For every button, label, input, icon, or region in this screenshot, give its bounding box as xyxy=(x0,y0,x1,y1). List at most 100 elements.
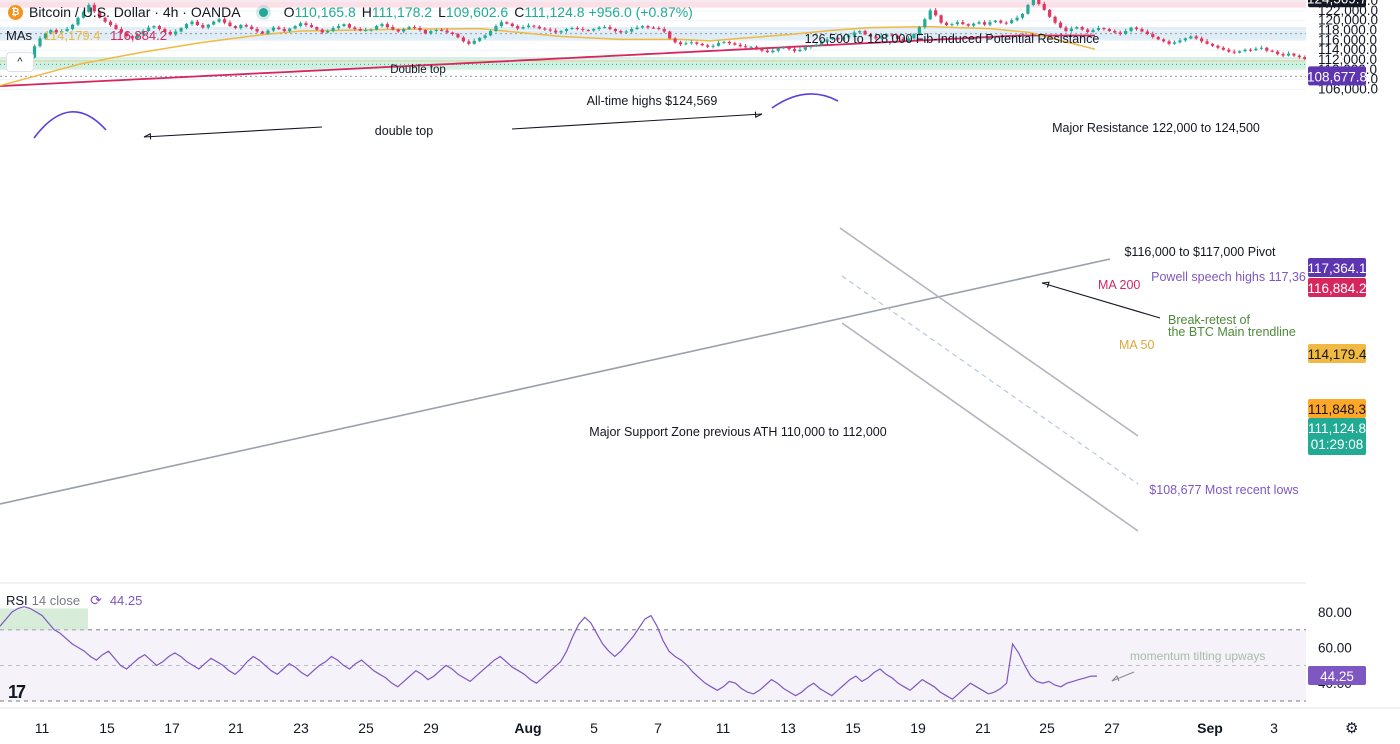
price-axis[interactable]: 106,000.0108,000.0110,000.0112,000.0114,… xyxy=(1306,0,1400,744)
candle-body-32 xyxy=(190,21,194,25)
candle-body-200 xyxy=(1102,28,1106,30)
candle-body-111 xyxy=(619,31,623,33)
candle-body-189 xyxy=(1042,3,1046,10)
candle-body-233 xyxy=(1281,54,1285,56)
candle-body-228 xyxy=(1254,48,1258,51)
candle-body-23 xyxy=(141,31,145,35)
time-tick-0: 11 xyxy=(35,720,50,736)
trendlines-layer xyxy=(0,33,1306,532)
candle-body-94 xyxy=(526,25,531,28)
candle-body-89 xyxy=(499,22,503,27)
collapse-legend-button[interactable]: ^ xyxy=(6,52,34,72)
zone-label-fib: 126,500 to 128,000 Fib-Induced Potential… xyxy=(805,32,1100,46)
candle-body-190 xyxy=(1048,9,1052,17)
candle-body-139 xyxy=(771,50,775,53)
ma200-value: 116,884.2 xyxy=(110,28,167,43)
candle-body-108 xyxy=(602,27,607,29)
refresh-icon[interactable]: ⟳ xyxy=(90,592,102,608)
candle-body-55 xyxy=(315,27,319,30)
candle-body-29 xyxy=(174,31,178,35)
moving-averages-legend[interactable]: MAs 114,179.4 116,884.2 xyxy=(6,28,167,43)
candle-body-48 xyxy=(277,27,281,30)
candle-body-120 xyxy=(668,31,672,39)
candle-body-223 xyxy=(1227,49,1231,52)
candle-body-175 xyxy=(966,24,970,26)
candle-body-37 xyxy=(217,19,221,22)
candle-body-136 xyxy=(754,46,759,49)
candle-body-177 xyxy=(977,22,981,24)
candle-body-53 xyxy=(304,23,308,26)
candle-body-110 xyxy=(613,29,617,32)
price-badge-label-1: 117,364.1 xyxy=(1307,261,1366,276)
low-label: L xyxy=(438,4,446,20)
ma50-line xyxy=(0,25,1096,87)
candle-body-14 xyxy=(92,4,96,12)
candle-body-235 xyxy=(1292,53,1296,56)
time-axis[interactable]: 11 15 17 21 23 25 29 Aug 5 7 11 13 15 19 21 25 27 Sep 3 xyxy=(0,707,1400,736)
candle-body-57 xyxy=(326,31,330,33)
rsi-legend[interactable]: RSI 14 close ⟳ 44.25 xyxy=(6,592,142,609)
price-tick-4: 114,000.0 xyxy=(1318,42,1377,57)
arrow-double-top-left-head xyxy=(143,133,152,140)
candle-body-195 xyxy=(1075,27,1079,29)
candle-body-76 xyxy=(429,31,433,34)
candles-layer xyxy=(16,0,1399,69)
rsi-label: RSI xyxy=(6,593,28,608)
candle-body-165 xyxy=(912,33,916,39)
zone-label-support: Major Support Zone previous ATH 110,000 … xyxy=(589,425,886,439)
time-tick-16: 27 xyxy=(1104,720,1120,736)
candle-body-160 xyxy=(885,34,889,37)
candle-body-126 xyxy=(700,43,704,46)
time-tick-11: 13 xyxy=(780,720,796,736)
candle-body-75 xyxy=(423,30,427,34)
rsi-pane[interactable] xyxy=(0,606,1306,702)
candle-body-176 xyxy=(972,23,976,26)
price-badge-3 xyxy=(1308,344,1366,363)
candle-body-231 xyxy=(1270,50,1274,52)
candle-body-127 xyxy=(706,45,710,47)
price-tick-6: 118,000.0 xyxy=(1318,23,1377,38)
candle-body-52 xyxy=(298,23,303,27)
market-status-icon[interactable] xyxy=(258,7,268,17)
candle-body-67 xyxy=(380,24,384,27)
candle-body-141 xyxy=(782,47,786,49)
candle-body-226 xyxy=(1243,49,1247,52)
tradingview-logo[interactable]: 17 xyxy=(8,682,26,702)
time-tick-2: 17 xyxy=(164,720,180,736)
symbol-title[interactable]: Bitcoin / U.S. Dollar · 4h · OANDA xyxy=(29,4,241,20)
candle-body-125 xyxy=(695,42,699,44)
powell-label: Powell speech highs 117,360 xyxy=(1151,270,1313,284)
ma50-label: MA 50 xyxy=(1119,338,1154,352)
gear-icon[interactable]: ⚙ xyxy=(1345,720,1359,737)
candle-body-104 xyxy=(581,29,585,31)
candle-body-73 xyxy=(412,27,417,29)
candle-body-31 xyxy=(184,24,189,29)
candle-body-207 xyxy=(1140,29,1144,32)
symbol-header: ₿ Bitcoin / U.S. Dollar · 4h · OANDA O 11… xyxy=(0,0,697,24)
candle-body-191 xyxy=(1053,16,1057,23)
candle-body-42 xyxy=(244,25,248,27)
candle-body-129 xyxy=(716,42,721,46)
candle-body-30 xyxy=(179,28,183,32)
rsi-value: 44.25 xyxy=(109,593,143,608)
candle-body-26 xyxy=(157,26,162,30)
candle-body-220 xyxy=(1210,43,1215,46)
candle-body-34 xyxy=(201,25,205,28)
candle-body-35 xyxy=(206,24,210,28)
candle-body-118 xyxy=(657,28,661,30)
candle-body-103 xyxy=(575,28,579,30)
candle-body-101 xyxy=(564,29,569,32)
candle-body-109 xyxy=(608,27,612,30)
candle-body-123 xyxy=(684,43,688,45)
time-tick-13: 19 xyxy=(910,720,926,736)
candle-body-6 xyxy=(49,30,53,34)
candle-body-20 xyxy=(125,32,129,36)
price-badge-5 xyxy=(1308,66,1366,86)
candle-body-211 xyxy=(1162,39,1166,42)
candle-body-206 xyxy=(1134,27,1139,30)
time-tick-4: 23 xyxy=(293,720,309,736)
candle-body-224 xyxy=(1232,51,1236,53)
candle-body-64 xyxy=(364,30,368,32)
time-tick-6: 29 xyxy=(423,720,439,736)
